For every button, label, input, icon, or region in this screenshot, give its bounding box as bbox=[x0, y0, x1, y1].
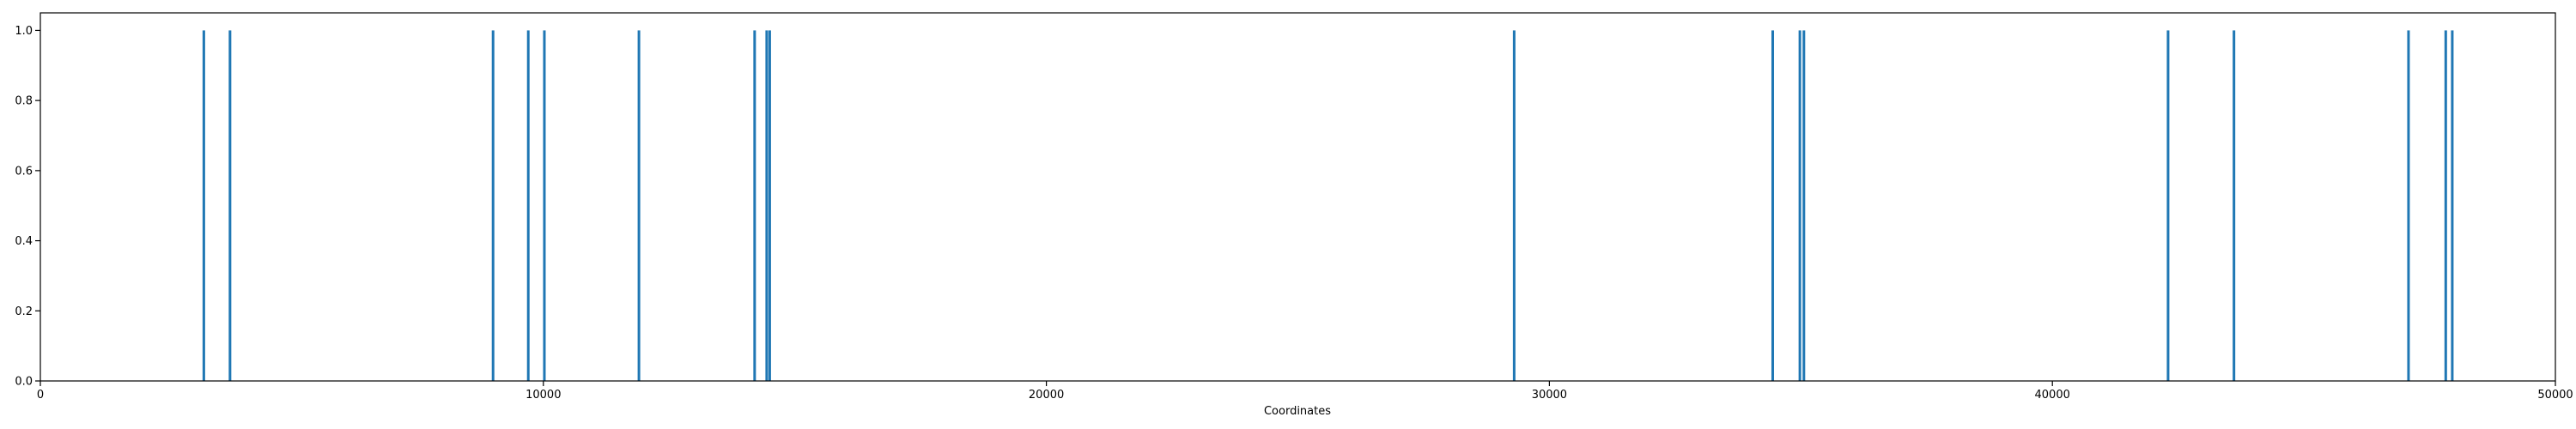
bar bbox=[1798, 30, 1801, 382]
bar bbox=[2233, 30, 2236, 382]
y-tick-label: 0.8 bbox=[15, 95, 33, 108]
bar bbox=[543, 30, 546, 382]
x-tick-label: 10000 bbox=[526, 389, 561, 402]
bar bbox=[491, 30, 495, 382]
bar bbox=[2444, 30, 2447, 382]
x-tick-label: 0 bbox=[37, 389, 44, 402]
bar bbox=[228, 30, 232, 382]
x-tick-label: 20000 bbox=[1029, 389, 1064, 402]
bar bbox=[637, 30, 641, 382]
plot-frame bbox=[39, 12, 2556, 382]
bar bbox=[753, 30, 756, 382]
bar bbox=[202, 30, 205, 382]
x-axis-label: Coordinates bbox=[1264, 405, 1331, 418]
y-tick-label: 0.6 bbox=[15, 165, 33, 178]
y-tick-label: 0.2 bbox=[15, 305, 33, 318]
y-tick-label: 0.0 bbox=[15, 376, 33, 389]
bar bbox=[765, 30, 769, 382]
y-axis-ticks: 0.0 0.2 0.4 0.6 0.8 1.0 bbox=[15, 25, 40, 389]
x-tick-label: 50000 bbox=[2537, 389, 2573, 402]
x-tick-label: 30000 bbox=[1532, 389, 1567, 402]
bar bbox=[2407, 30, 2410, 382]
y-tick-label: 0.4 bbox=[15, 235, 33, 248]
bar bbox=[2166, 30, 2170, 382]
bar bbox=[1771, 30, 1774, 382]
x-tick-label: 40000 bbox=[2035, 389, 2070, 402]
bar bbox=[1802, 30, 1806, 382]
bar bbox=[768, 30, 771, 382]
bars bbox=[202, 30, 2454, 382]
bar bbox=[2451, 30, 2454, 382]
y-tick-label: 1.0 bbox=[15, 25, 33, 38]
bar bbox=[526, 30, 530, 382]
bar bbox=[1512, 30, 1516, 382]
x-axis-ticks: 0 10000 20000 30000 40000 50000 bbox=[37, 381, 2573, 402]
plot-background bbox=[40, 13, 2555, 381]
